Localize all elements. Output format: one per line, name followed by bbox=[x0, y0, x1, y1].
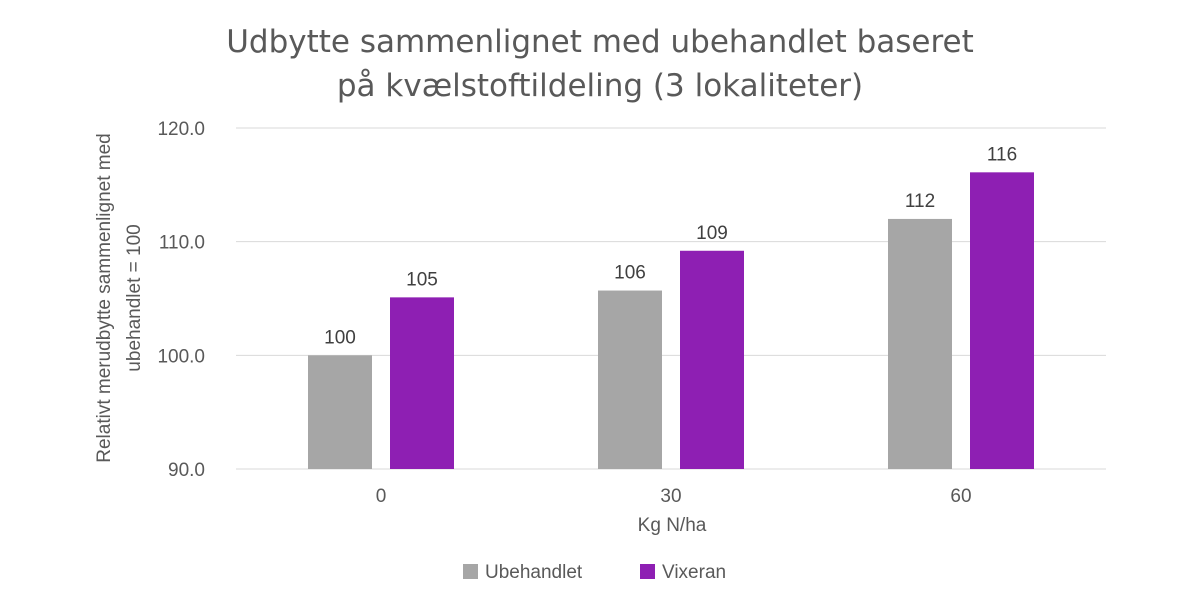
legend-label: Ubehandlet bbox=[485, 562, 583, 583]
x-axis-label: Kg N/ha bbox=[638, 515, 707, 536]
bar-ubehandlet-60 bbox=[888, 218, 952, 469]
data-label: 109 bbox=[696, 223, 728, 244]
x-tick-label: 0 bbox=[376, 486, 387, 507]
legend-swatch bbox=[640, 564, 655, 579]
y-tick-label: 110.0 bbox=[159, 233, 205, 254]
data-label: 100 bbox=[324, 327, 356, 348]
x-tick-label: 60 bbox=[950, 486, 971, 507]
gridlines bbox=[236, 127, 1106, 470]
data-label: 112 bbox=[905, 191, 935, 212]
y-axis-label-line-1: Relativt merudbytte sammenlignet med bbox=[94, 133, 115, 462]
x-tick-label: 30 bbox=[660, 486, 681, 507]
y-tick-label: 90.0 bbox=[168, 460, 205, 481]
bar-vixeran-30 bbox=[680, 250, 744, 469]
bars: 100 105 106 109 112 116 bbox=[308, 144, 1034, 469]
y-axis-ticks: 90.0 100.0 110.0 120.0 bbox=[157, 119, 205, 481]
y-tick-label: 120.0 bbox=[157, 119, 205, 140]
y-axis-label-line-2: ubehandlet = 100 bbox=[124, 224, 145, 371]
bar-ubehandlet-30 bbox=[598, 290, 662, 469]
legend-swatch bbox=[463, 564, 478, 579]
data-label: 116 bbox=[987, 144, 1017, 165]
data-label: 105 bbox=[406, 269, 438, 290]
bar-ubehandlet-0 bbox=[308, 355, 372, 469]
data-label: 106 bbox=[614, 263, 646, 284]
x-axis-ticks: 0 30 60 bbox=[376, 486, 972, 507]
y-tick-label: 100.0 bbox=[157, 346, 205, 367]
bar-vixeran-60 bbox=[970, 172, 1034, 469]
legend-label: Vixeran bbox=[662, 562, 726, 583]
legend: Ubehandlet Vixeran bbox=[463, 562, 726, 583]
bar-vixeran-0 bbox=[390, 297, 454, 469]
chart-title-line-2: på kvælstoftildeling (3 lokaliteter) bbox=[337, 68, 863, 104]
chart-title-line-1: Udbytte sammenlignet med ubehandlet base… bbox=[226, 24, 974, 60]
